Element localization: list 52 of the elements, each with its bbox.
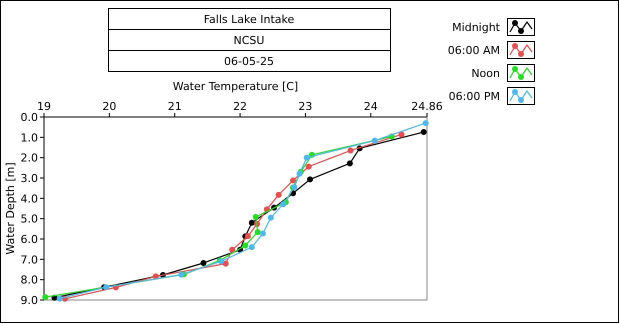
y-tick-label: 3.0	[20, 172, 38, 185]
x-tick-label: 24	[364, 100, 378, 113]
point	[260, 230, 266, 237]
point	[304, 154, 310, 161]
x-tick-label: 24.86	[411, 100, 443, 113]
point	[307, 176, 314, 182]
point	[346, 160, 353, 166]
point	[398, 131, 405, 138]
point	[229, 246, 236, 253]
point	[254, 229, 261, 236]
y-tick-label: 6.0	[20, 233, 38, 246]
legend-label: 06:00 AM	[448, 44, 500, 57]
y-tick-label: 5.0	[20, 212, 38, 226]
legend-label: Noon	[471, 67, 500, 80]
point	[252, 214, 259, 220]
x-tick-label: 19	[37, 100, 51, 113]
y-tick-label: 7.0	[20, 253, 38, 266]
y-tick-label: 1.0	[20, 131, 38, 144]
point	[348, 148, 354, 154]
point	[244, 233, 251, 240]
x-tick-label: 22	[233, 100, 248, 113]
point	[178, 272, 184, 278]
point	[276, 192, 282, 198]
y-tick-label: 4.0	[20, 192, 38, 206]
point	[242, 242, 248, 249]
y-axis-title: Water Depth [m]	[4, 162, 17, 255]
y-tick-label: 9.0	[20, 294, 38, 307]
point	[248, 244, 255, 250]
y-tick-label: 2.0	[20, 152, 38, 165]
point	[248, 220, 255, 226]
x-tick-label: 21	[168, 100, 182, 113]
point	[268, 214, 274, 221]
legend-label: 06:00 PM	[448, 90, 500, 103]
point	[290, 177, 296, 184]
point	[422, 120, 429, 126]
point	[280, 201, 286, 208]
y-tick-label: 8.0	[20, 274, 38, 287]
point	[56, 296, 63, 302]
y-tick-label: 0.0	[20, 111, 38, 124]
point	[222, 260, 229, 267]
point	[372, 138, 378, 144]
point	[200, 260, 206, 266]
point	[306, 164, 312, 170]
chart-subtitle: NCSU	[234, 34, 264, 47]
x-tick-label: 20	[102, 100, 116, 113]
x-tick-label: 23	[298, 100, 312, 113]
chart-title: Falls Lake Intake	[204, 13, 294, 26]
text: 06-05-25	[224, 55, 274, 68]
point	[42, 294, 48, 300]
legend-label: Midnight	[452, 21, 501, 34]
point	[420, 129, 427, 136]
x-axis-title: Water Temperature [C]	[172, 80, 298, 93]
